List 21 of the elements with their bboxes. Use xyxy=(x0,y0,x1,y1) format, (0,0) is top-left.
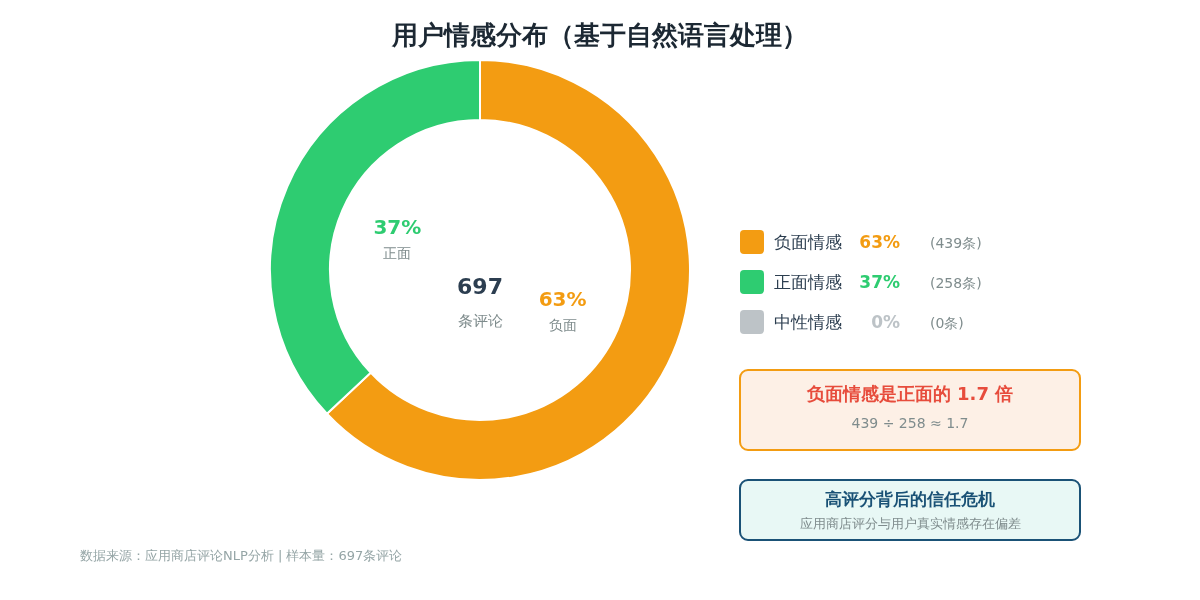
text: 应用商店评分与用户真实情感存在偏差 xyxy=(799,516,1021,531)
chart-title: 用户情感分布（基于自然语言处理） xyxy=(391,20,808,50)
text: 63% xyxy=(859,232,900,252)
text: (0条) xyxy=(930,315,964,331)
text: 负面情感是正面的 1.7 倍 xyxy=(805,383,1014,404)
legend-label: 中性情感 xyxy=(774,312,842,332)
text: 0% xyxy=(871,312,900,332)
data-label: 37% xyxy=(373,215,422,240)
text: 负面 xyxy=(548,316,577,333)
text: (258条) xyxy=(930,275,982,291)
legend-label: 正面情感 xyxy=(774,272,842,292)
source-note: 数据来源：应用商店评论NLP分析 | 样本量：697条评论 xyxy=(80,548,403,563)
text: (439条) xyxy=(930,235,982,251)
legend-label: 负面情感 xyxy=(774,232,842,252)
text: 37% xyxy=(859,272,900,292)
text: 697 xyxy=(457,274,503,299)
text: 正面 xyxy=(383,245,412,262)
text: 高评分背后的信任危机 xyxy=(825,489,995,509)
text: 条评论 xyxy=(457,312,503,330)
text: 439 ÷ 258 ≈ 1.7 xyxy=(851,415,969,431)
data-label: 63% xyxy=(538,286,587,311)
